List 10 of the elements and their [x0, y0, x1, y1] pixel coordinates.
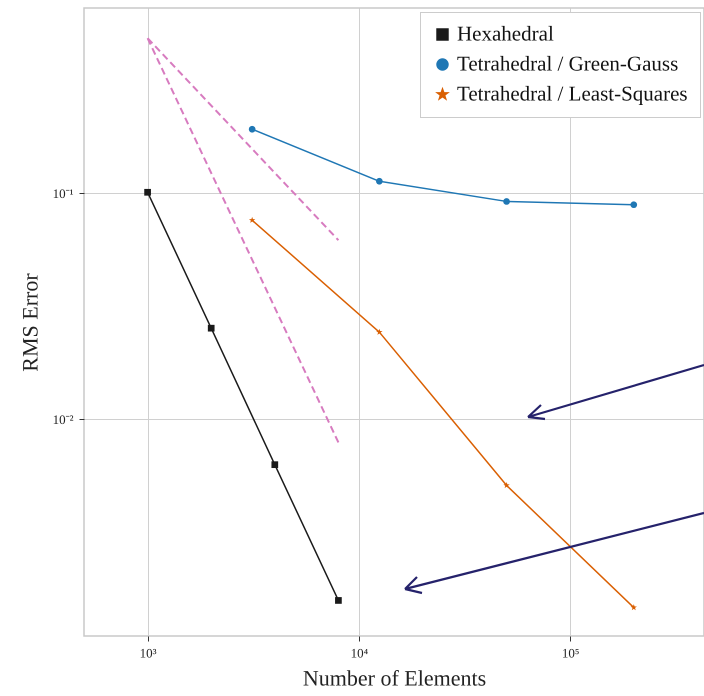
x-tick-label: 10⁴ — [350, 646, 369, 660]
y-axis-title: RMS Error — [18, 272, 43, 372]
legend-label: Tetrahedral / Green-Gauss — [457, 52, 678, 76]
x-tick-label: 10³ — [140, 646, 157, 660]
x-axis-title: Number of Elements — [302, 666, 486, 690]
y-tick-label: 10⁻² — [52, 412, 74, 427]
legend-label: Hexahedral — [457, 22, 554, 46]
x-tick-label: 10⁵ — [562, 646, 580, 660]
y-tick-label: 10⁻¹ — [52, 186, 74, 201]
legend-label: Tetrahedral / Least-Squares — [457, 82, 688, 106]
